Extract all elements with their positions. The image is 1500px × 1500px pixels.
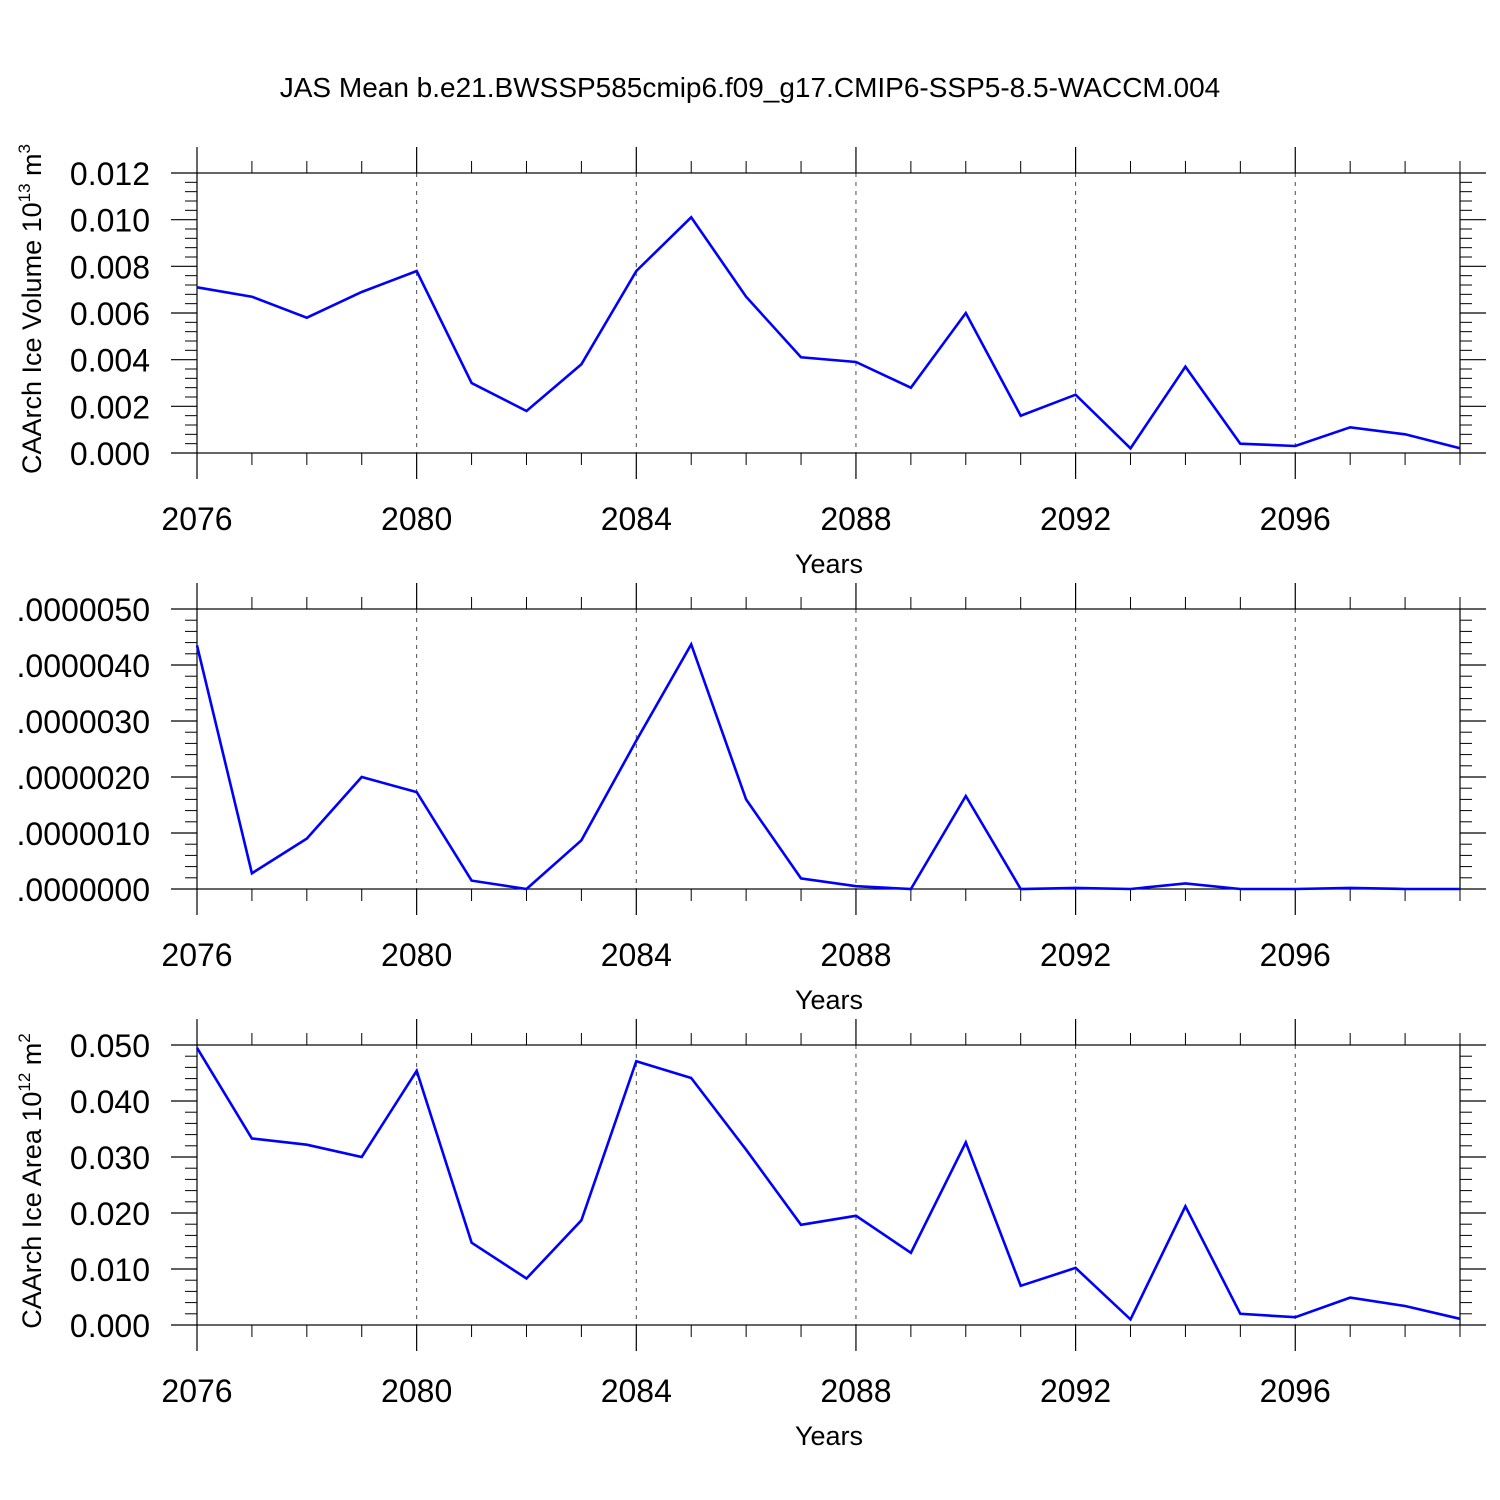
series-line-1 — [195, 641, 1460, 891]
y-tick-label: 0.050 — [70, 1028, 150, 1064]
plot-frame — [196, 1044, 1461, 1326]
x-tick-label: 2096 — [1260, 937, 1331, 973]
x-tick-label: 2076 — [161, 501, 232, 537]
y-axis-label: CAArch Ice Area 1012 m2 — [15, 1033, 47, 1329]
x-axis-label: Years — [795, 985, 863, 1015]
chart-panel-1: 2076 2080 2084 2088 2092 2096 0.000 0.002 0.004 0… — [15, 144, 1486, 579]
x-tick-label: 2084 — [601, 937, 672, 973]
y-axis-label-superscript: 12 — [15, 1073, 34, 1092]
y-tick-label: 0.002 — [70, 389, 150, 425]
y-tick-label: 0.008 — [70, 249, 150, 285]
y-axis-label: CAArch Ice Volume 1013 m3 — [15, 144, 47, 474]
y-tick-label: 0.040 — [70, 1084, 150, 1120]
x-tick-label: 2084 — [601, 501, 672, 537]
y-tick-label: .0000010 — [17, 816, 150, 852]
chart-panel-2: 2076 2080 2084 2088 2092 2096 .0000000 .0000010… — [17, 583, 1486, 1015]
y-tick-label: 0.012 — [70, 156, 150, 192]
y-tick-label: .0000020 — [17, 760, 150, 796]
y-axis-label-text: CAArch Ice Volume 10 — [17, 202, 47, 474]
y-tick-label: 0.030 — [70, 1140, 150, 1176]
x-tick-label: 2088 — [820, 937, 891, 973]
y-tick-label: 0.004 — [70, 343, 150, 379]
x-axis-label: Years — [795, 549, 863, 579]
x-tick-label: 2076 — [161, 1373, 232, 1409]
x-tick-label: 2084 — [601, 1373, 672, 1409]
y-tick-label: .0000030 — [17, 704, 150, 740]
x-tick-label: 2080 — [381, 1373, 452, 1409]
y-tick-label: .0000050 — [17, 592, 150, 628]
x-tick-label: 2080 — [381, 937, 452, 973]
x-tick-label: 2092 — [1040, 937, 1111, 973]
y-axis-label-superscript: 13 — [15, 183, 34, 202]
y-tick-label: .0000040 — [17, 648, 150, 684]
x-tick-label: 2080 — [381, 501, 452, 537]
x-tick-label: 2096 — [1260, 1373, 1331, 1409]
y-tick-label: 0.000 — [70, 436, 150, 472]
series-line-1 — [196, 215, 1461, 451]
series-line-1 — [195, 1047, 1461, 1322]
y-axis-label-superscript: 2 — [15, 1033, 34, 1042]
y-tick-label: 0.010 — [70, 1252, 150, 1288]
y-tick-label: 0.010 — [70, 203, 150, 239]
y-tick-label: 0.000 — [70, 1308, 150, 1344]
y-tick-label: 0.020 — [70, 1196, 150, 1232]
y-axis-label-text: CAArch Ice Area 10 — [17, 1092, 47, 1329]
plot-frame — [196, 172, 1461, 454]
y-tick-label: .0000000 — [17, 872, 150, 908]
page-title: JAS Mean b.e21.BWSSP585cmip6.f09_g17.CMI… — [279, 72, 1221, 103]
x-tick-label: 2092 — [1040, 501, 1111, 537]
y-axis-label-text: m — [17, 153, 47, 183]
x-tick-label: 2092 — [1040, 1373, 1111, 1409]
x-tick-label: 2088 — [820, 1373, 891, 1409]
y-tick-label: 0.006 — [70, 296, 150, 332]
y-axis-label-superscript: 3 — [15, 144, 34, 153]
x-tick-label: 2088 — [820, 501, 891, 537]
x-tick-label: 2096 — [1260, 501, 1331, 537]
y-axis-label-text: m — [17, 1043, 47, 1073]
x-axis-label: Years — [795, 1421, 863, 1451]
plot-frame — [196, 608, 1461, 890]
x-tick-label: 2076 — [161, 937, 232, 973]
chart-panel-3: 2076 2080 2084 2088 2092 2096 0.000 0.010 0.020 0… — [15, 1019, 1486, 1451]
